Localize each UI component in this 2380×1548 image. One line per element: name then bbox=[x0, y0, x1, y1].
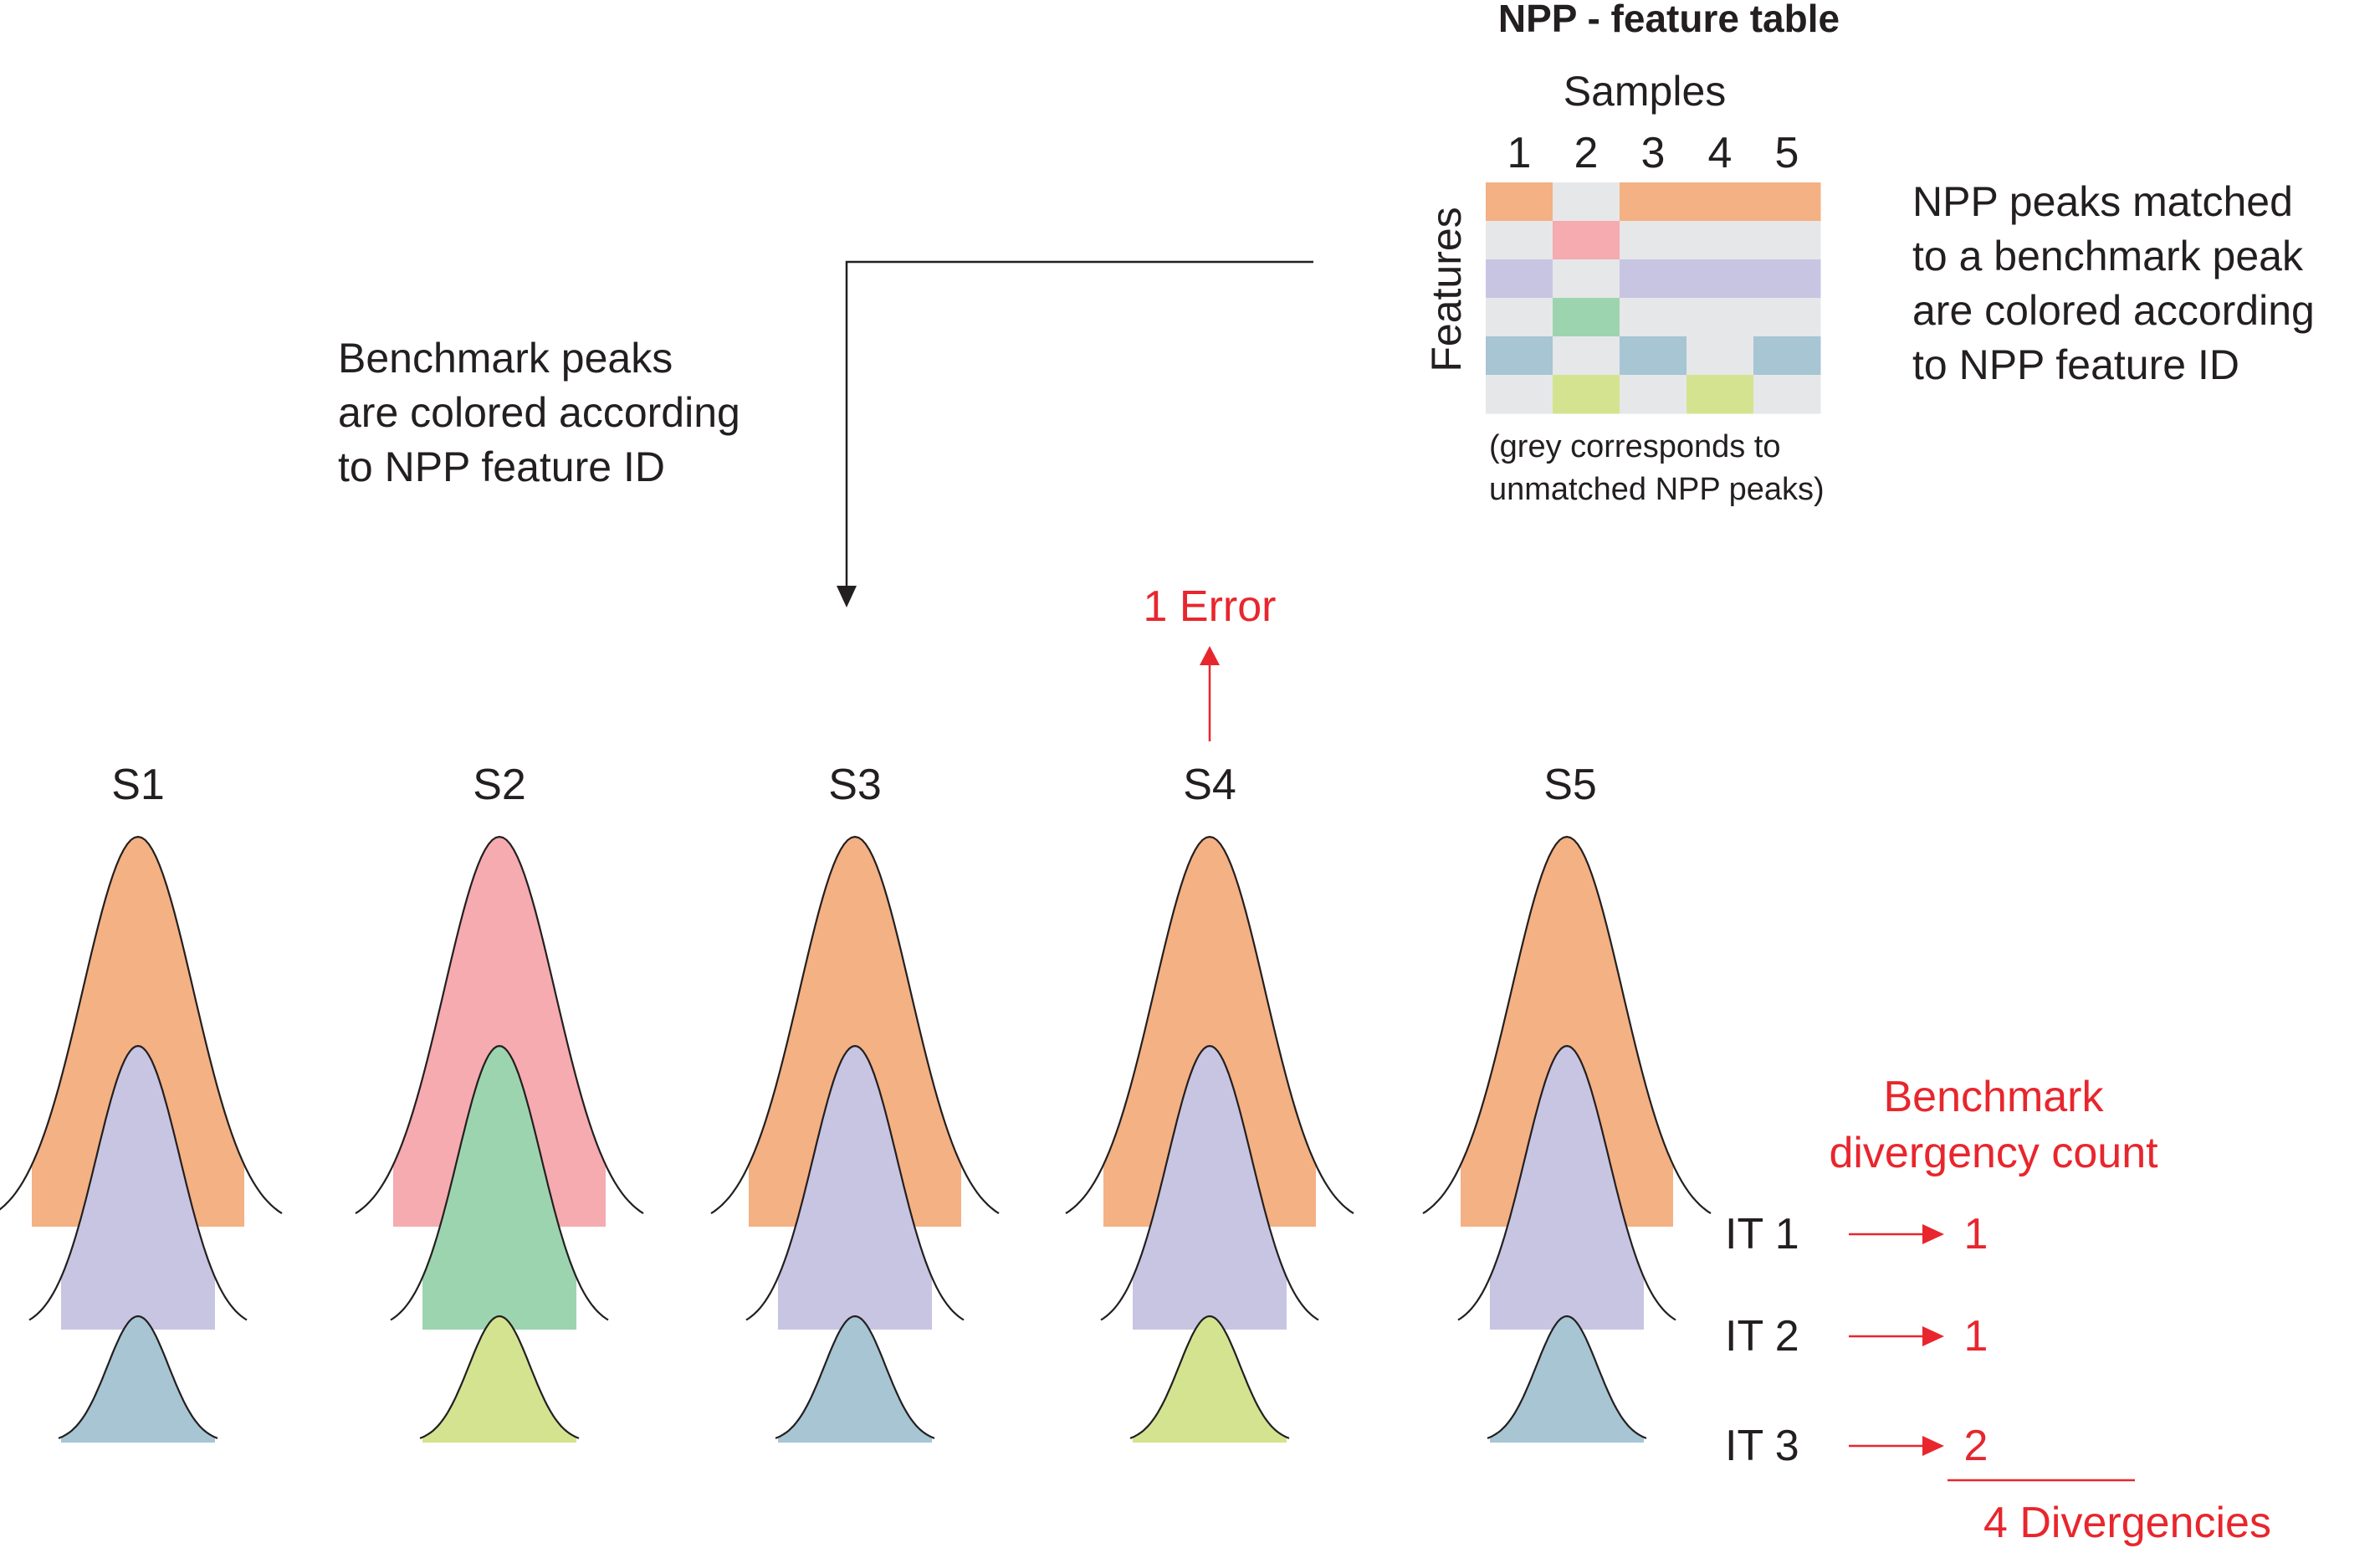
peak-outline bbox=[355, 835, 644, 1215]
sample-number: 3 bbox=[1641, 129, 1666, 177]
right-note-line-1: NPP peaks matched bbox=[1912, 178, 2293, 225]
sample-stack-s4: S4 bbox=[1065, 761, 1354, 1443]
divergency-count: 1 bbox=[1964, 1210, 1988, 1258]
error-arrowhead bbox=[1200, 646, 1220, 665]
table-cell-grey bbox=[1486, 375, 1553, 414]
error-label: 1 Error bbox=[1144, 582, 1277, 631]
connector-line bbox=[845, 260, 1313, 586]
samples-axis-label: Samples bbox=[1564, 68, 1727, 115]
divergency-count: 2 bbox=[1964, 1422, 1988, 1470]
table-cell-purple bbox=[1686, 259, 1754, 299]
connector-arrowhead bbox=[837, 586, 857, 607]
sample-stack-s1: S1 bbox=[0, 761, 283, 1443]
sample-stack-s5: S5 bbox=[1422, 761, 1712, 1443]
sample-label: S2 bbox=[473, 761, 526, 809]
sample-number: 2 bbox=[1574, 129, 1599, 177]
table-cell-grey bbox=[1553, 336, 1620, 376]
sample-label: S3 bbox=[828, 761, 882, 809]
peak-blue bbox=[61, 1316, 215, 1443]
iteration-label: IT 3 bbox=[1725, 1422, 1799, 1470]
peak-outline bbox=[28, 1044, 248, 1321]
table-cell-grey bbox=[1686, 221, 1754, 260]
table-cell-blue bbox=[1486, 336, 1553, 376]
table-cell-grey bbox=[1553, 259, 1620, 299]
sample-stack-s2: S2 bbox=[355, 761, 644, 1443]
sample-stack-s3: S3 bbox=[710, 761, 1000, 1443]
sample-label: S1 bbox=[111, 761, 165, 809]
table-cell-grey bbox=[1753, 375, 1821, 414]
count-arrowhead bbox=[1922, 1224, 1944, 1244]
left-note-line-1: Benchmark peaks bbox=[338, 335, 673, 382]
divergency-title-line-1: Benchmark bbox=[1884, 1073, 2105, 1121]
table-cell-grey bbox=[1620, 375, 1687, 414]
divergency-title-line-2: divergency count bbox=[1829, 1129, 2158, 1177]
sample-number: 5 bbox=[1775, 129, 1799, 177]
table-cell-purple bbox=[1620, 259, 1687, 299]
table-cell-grey bbox=[1620, 221, 1687, 260]
table-cell-grey bbox=[1686, 298, 1754, 337]
table-cell-orange bbox=[1753, 182, 1821, 222]
table-cell-purple bbox=[1753, 259, 1821, 299]
sample-number: 4 bbox=[1708, 129, 1733, 177]
table-note-line-2: unmatched NPP peaks) bbox=[1489, 472, 1825, 507]
peak-outline bbox=[775, 1315, 935, 1439]
table-title: NPP - feature table bbox=[1498, 0, 1840, 40]
right-note-line-2: to a benchmark peak bbox=[1912, 233, 2304, 279]
table-cell-grey bbox=[1686, 336, 1754, 376]
table-cell-yellow bbox=[1553, 375, 1620, 414]
peak-blue bbox=[1490, 1316, 1644, 1443]
total-divergencies: 4 Divergencies bbox=[1983, 1499, 2271, 1547]
table-cell-orange bbox=[1486, 182, 1553, 222]
peak-outline bbox=[419, 1315, 580, 1439]
peak-yellow bbox=[422, 1316, 576, 1443]
peak-outline bbox=[1065, 835, 1354, 1215]
right-note-line-4: to NPP feature ID bbox=[1912, 341, 2239, 388]
sample-peak-stacks: S1 S2 S3 S4 S5 bbox=[0, 761, 1712, 1443]
table-cell-grey bbox=[1553, 182, 1620, 222]
count-arrowhead bbox=[1922, 1436, 1944, 1456]
peak-outline bbox=[1457, 1044, 1676, 1321]
peak-outline bbox=[1129, 1315, 1290, 1439]
table-cell-grey bbox=[1753, 221, 1821, 260]
sample-label: S5 bbox=[1543, 761, 1597, 809]
features-axis-label: Features bbox=[1423, 207, 1470, 372]
peak-outline bbox=[1422, 835, 1712, 1215]
peak-yellow bbox=[1133, 1316, 1287, 1443]
count-arrowhead bbox=[1922, 1326, 1944, 1346]
left-note-line-3: to NPP feature ID bbox=[338, 443, 665, 490]
table-cell-grey bbox=[1753, 298, 1821, 337]
table-cell-green bbox=[1553, 298, 1620, 337]
table-cell-orange bbox=[1620, 182, 1687, 222]
peak-outline bbox=[745, 1044, 965, 1321]
peak-outline bbox=[58, 1315, 218, 1439]
peak-outline bbox=[390, 1044, 609, 1321]
iteration-label: IT 2 bbox=[1725, 1312, 1799, 1361]
table-cell-blue bbox=[1753, 336, 1821, 376]
table-cell-grey bbox=[1486, 298, 1553, 337]
table-cell-orange bbox=[1686, 182, 1754, 222]
sample-label: S4 bbox=[1183, 761, 1236, 809]
table-cell-blue bbox=[1620, 336, 1687, 376]
peak-blue bbox=[778, 1316, 932, 1443]
peak-outline bbox=[1100, 1044, 1319, 1321]
feature-table-grid bbox=[1486, 182, 1821, 414]
peak-outline bbox=[1487, 1315, 1647, 1439]
right-note-line-3: are colored according bbox=[1912, 287, 2315, 334]
table-cell-grey bbox=[1620, 298, 1687, 337]
divergency-count: 1 bbox=[1964, 1312, 1988, 1361]
table-note-line-1: (grey corresponds to bbox=[1489, 429, 1781, 464]
peak-outline bbox=[0, 835, 283, 1215]
table-cell-purple bbox=[1486, 259, 1553, 299]
divergency-rows: IT 1 1 IT 2 1 IT 3 2 bbox=[1725, 1210, 1988, 1470]
table-cell-grey bbox=[1486, 221, 1553, 260]
iteration-label: IT 1 bbox=[1725, 1210, 1799, 1258]
left-note-line-2: are colored according bbox=[338, 389, 740, 436]
peak-outline bbox=[710, 835, 1000, 1215]
table-cell-pink bbox=[1553, 221, 1620, 260]
table-cell-yellow bbox=[1686, 375, 1754, 414]
sample-number: 1 bbox=[1507, 129, 1532, 177]
